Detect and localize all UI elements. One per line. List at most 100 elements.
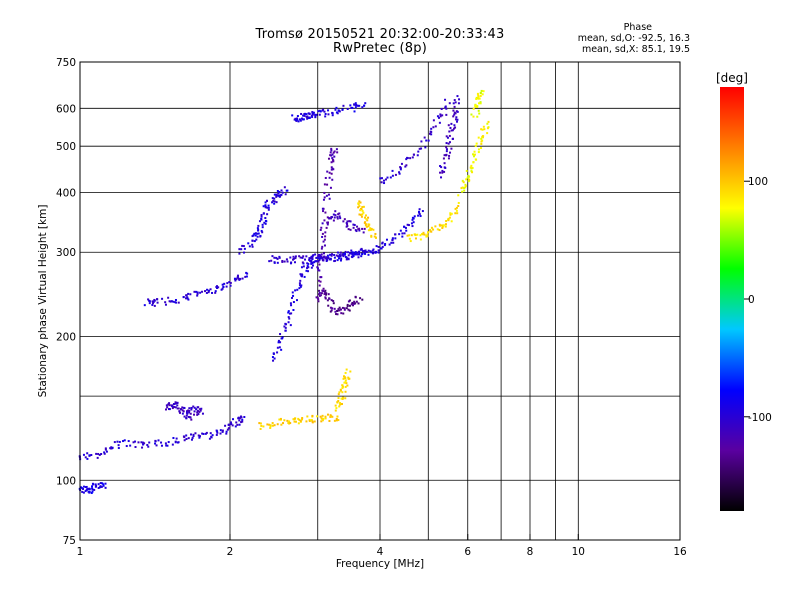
data-point [322,417,325,420]
data-point [360,247,363,250]
data-point [374,236,377,239]
data-point [301,256,304,259]
data-point [86,488,89,491]
data-point [98,453,101,456]
data-point [368,223,371,226]
data-point [330,309,333,312]
data-point [190,418,193,421]
data-point [329,154,332,157]
data-point [190,408,193,411]
data-point [419,234,422,237]
data-point [281,337,284,340]
data-point [469,166,472,169]
data-point [323,196,326,199]
data-point [204,432,207,435]
data-point [176,441,179,444]
data-point [196,291,199,294]
data-point [261,231,264,234]
data-point [337,400,340,403]
data-point [320,255,323,258]
data-point [311,257,314,260]
data-point [214,291,217,294]
data-point [190,407,193,410]
data-point [401,232,404,235]
data-point [257,224,260,227]
data-point [90,453,93,456]
data-point [324,235,327,238]
trace [321,210,366,234]
data-point [306,415,309,418]
data-point [336,309,339,312]
data-point [481,128,484,131]
data-point [486,127,489,130]
data-point [408,237,411,240]
data-point [359,213,362,216]
y-tick-label: 100 [56,475,76,487]
data-point [260,229,263,232]
data-point [251,243,254,246]
data-point [457,102,460,105]
data-point [266,423,269,426]
data-point [482,90,485,93]
data-point [317,254,320,257]
data-point [331,307,334,310]
data-point [384,243,387,246]
data-point [82,485,85,488]
data-point [373,251,376,254]
data-point [430,127,433,130]
data-point [94,483,97,486]
x-tick-label: 2 [227,546,234,558]
data-point [289,302,292,305]
data-point [167,441,170,444]
data-point [364,214,367,217]
data-point [371,249,374,252]
data-point [279,341,282,344]
data-point [277,194,280,197]
data-point [329,151,332,154]
data-point [411,218,414,221]
data-point [153,304,156,307]
data-point [164,408,167,411]
data-point [266,213,269,216]
data-point [310,266,313,269]
data-point [479,102,482,105]
data-point [336,415,339,418]
data-point [272,352,275,355]
data-point [336,217,339,220]
data-point [477,136,480,139]
data-point [379,177,382,180]
data-point [181,412,184,415]
data-point [481,93,484,96]
data-point [297,417,300,420]
data-point [473,150,476,153]
data-point [313,420,316,423]
data-point [312,112,315,115]
data-point [345,258,348,261]
data-point [458,98,461,101]
data-point [174,402,177,405]
data-point [99,485,102,488]
data-point [361,206,364,209]
data-point [298,418,301,421]
data-point [298,282,301,285]
data-point [118,440,121,443]
data-point [277,339,280,342]
data-point [240,248,243,251]
data-point [116,440,119,443]
data-point [104,448,107,451]
data-point [295,299,298,302]
data-point [317,110,320,113]
data-point [330,149,333,152]
data-point [122,440,125,443]
data-point [183,439,186,442]
data-point [346,303,349,306]
data-point [320,276,323,279]
data-point [179,408,182,411]
data-point [324,211,327,214]
data-point [472,153,475,156]
data-point [306,265,309,268]
data-point [329,258,332,261]
data-point [477,148,480,151]
data-point [380,181,383,184]
data-point [335,111,338,114]
